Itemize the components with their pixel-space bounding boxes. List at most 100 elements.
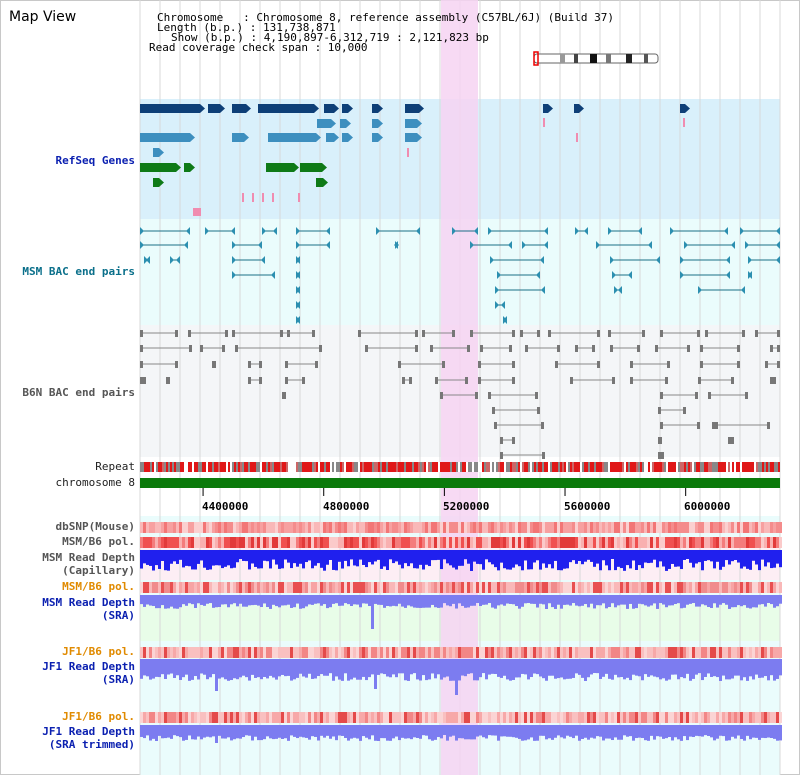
depth-bar <box>356 659 359 680</box>
pol-segment <box>686 537 689 548</box>
repeat-segment <box>622 462 624 472</box>
depth-bar <box>449 659 452 681</box>
depth-bar <box>767 595 770 604</box>
repeat-segment <box>288 462 290 472</box>
bac-end-marker <box>658 407 661 414</box>
repeat-segment <box>212 462 214 472</box>
depth-bar <box>365 725 368 738</box>
depth-bar <box>473 550 476 562</box>
pol-segment <box>200 537 203 548</box>
depth-bar <box>191 595 194 605</box>
repeat-segment <box>470 462 472 472</box>
depth-bar <box>323 659 326 676</box>
jf1-depth-trim-label[interactable]: JF1 Read Depth <box>42 725 135 738</box>
pol-segment <box>542 582 545 593</box>
pol-segment <box>671 647 674 658</box>
depth-bar <box>530 550 533 570</box>
repeat-segment <box>146 462 148 472</box>
repeat-segment <box>174 462 176 472</box>
depth-bar <box>770 659 773 676</box>
bac-end-marker <box>258 241 262 249</box>
jf1-depth-sra-label[interactable]: JF1 Read Depth <box>42 660 135 673</box>
pol-segment <box>737 537 740 548</box>
depth-bar <box>191 725 194 740</box>
refseq-track-label[interactable]: RefSeq Genes <box>55 154 135 167</box>
msm-bac-track-label[interactable]: MSM BAC end pairs <box>22 265 135 278</box>
pol-segment <box>290 712 293 723</box>
coverage-span-info: Read coverage check span : 10,000 <box>149 41 368 54</box>
pol-segment <box>155 712 158 723</box>
depth-bar <box>638 595 641 604</box>
bac-end-marker <box>660 422 663 429</box>
pol-segment <box>479 712 482 723</box>
depth-bar <box>674 595 677 605</box>
bac-end-marker <box>143 377 146 384</box>
depth-bar <box>746 550 749 569</box>
repeat-segment <box>258 462 260 472</box>
depth-bar <box>623 659 626 680</box>
pol-segment <box>491 537 494 548</box>
pol-segment <box>320 712 323 723</box>
b6n-bac-track-label[interactable]: B6N BAC end pairs <box>22 386 135 399</box>
depth-bar <box>398 659 401 674</box>
depth-bar <box>608 595 611 608</box>
depth-bar <box>407 550 410 567</box>
msm-depth-sra-label[interactable]: MSM Read Depth <box>42 596 135 609</box>
pol-segment <box>539 647 542 658</box>
dbsnp-segment <box>422 522 425 533</box>
msm-b6-pol-label[interactable]: MSM/B6 pol. <box>62 535 135 548</box>
dbsnp-segment <box>233 522 236 533</box>
depth-bar <box>209 659 212 678</box>
pol-segment <box>503 582 506 593</box>
bac-end-marker <box>638 227 642 235</box>
jf1-b6-pol-trim-label[interactable]: JF1/B6 pol. <box>62 710 135 723</box>
repeat-segment <box>426 462 428 472</box>
depth-bar <box>707 725 710 737</box>
dbsnp-segment <box>698 522 701 533</box>
pol-segment <box>458 712 461 723</box>
msm-depth-capillary-label[interactable]: MSM Read Depth <box>42 551 135 564</box>
pol-segment <box>146 537 149 548</box>
pol-segment <box>620 647 623 658</box>
repeat-segment <box>740 462 742 472</box>
pol-segment <box>215 537 218 548</box>
msm-b6-pol-sra-label[interactable]: MSM/B6 pol. <box>62 580 135 593</box>
pol-segment <box>347 712 350 723</box>
pol-segment <box>140 582 143 593</box>
pol-segment <box>632 582 635 593</box>
repeat-segment <box>466 462 468 472</box>
pol-segment <box>698 647 701 658</box>
depth-bar <box>419 659 422 681</box>
pol-segment <box>362 537 365 548</box>
depth-bar <box>263 595 266 604</box>
repeat-segment <box>652 462 654 472</box>
pol-segment <box>503 712 506 723</box>
pol-segment <box>332 537 335 548</box>
depth-bar <box>392 550 395 564</box>
depth-bar <box>737 595 740 606</box>
dbsnp-segment <box>200 522 203 533</box>
dbsnp-track-label[interactable]: dbSNP(Mouse) <box>55 520 135 533</box>
pol-segment <box>524 537 527 548</box>
bac-end-marker <box>140 377 143 384</box>
bac-end-marker <box>474 227 478 235</box>
repeat-segment <box>270 462 272 472</box>
depth-bar <box>686 725 689 741</box>
depth-bar <box>341 725 344 736</box>
depth-bar <box>302 595 305 609</box>
jf1-b6-pol-label[interactable]: JF1/B6 pol. <box>62 645 135 658</box>
pol-segment <box>293 712 296 723</box>
dbsnp-segment <box>494 522 497 533</box>
repeat-segment <box>504 462 506 472</box>
depth-bar <box>677 550 680 567</box>
pol-segment <box>155 647 158 658</box>
pol-segment <box>338 537 341 548</box>
pol-segment <box>530 712 533 723</box>
pol-segment <box>482 582 485 593</box>
pol-segment <box>146 582 149 593</box>
bac-end-marker <box>512 330 515 337</box>
depth-bar <box>692 725 695 738</box>
depth-bar <box>356 725 359 739</box>
repeat-segment <box>542 462 544 472</box>
